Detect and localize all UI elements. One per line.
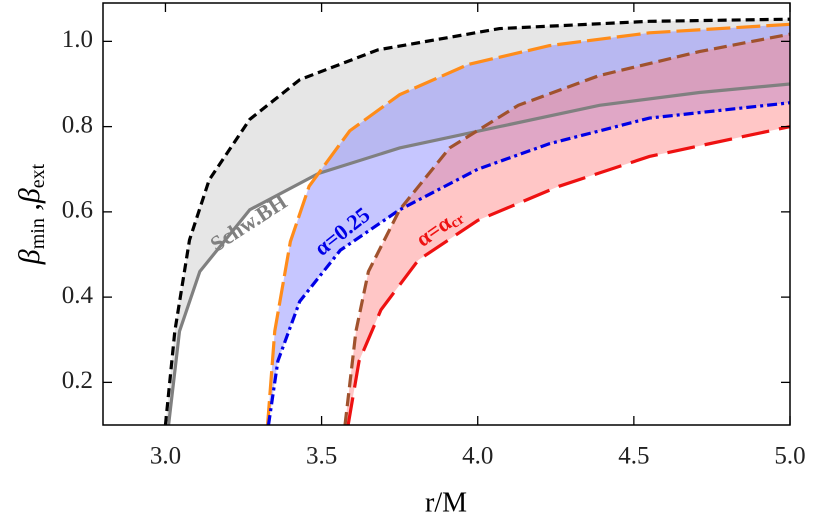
curve	[346, 125, 790, 425]
curve	[266, 101, 790, 425]
y-tick-label: 1.0	[62, 26, 93, 53]
plot-frame	[102, 2, 791, 426]
x-tick-label: 4.5	[618, 443, 649, 470]
curve	[163, 17, 790, 425]
y-label-sub: ext	[27, 163, 49, 188]
y-axis-label: βmin ,βext	[13, 163, 49, 265]
y-label-part: ,β	[13, 188, 46, 218]
x-tick-label: 4.0	[462, 443, 493, 470]
band	[345, 34, 790, 425]
band	[267, 24, 790, 425]
y-tick-label: 0.2	[62, 367, 93, 394]
y-tick-label: 0.4	[62, 282, 94, 309]
x-tick-label: 3.0	[150, 443, 181, 470]
y-tick-label: 0.8	[62, 111, 93, 138]
x-axis-label: r/M	[425, 487, 467, 518]
y-tick-label: 0.6	[62, 197, 93, 224]
curve	[265, 22, 790, 425]
x-tick-label: 3.5	[306, 443, 337, 470]
x-tick-label: 5.0	[774, 443, 805, 470]
y-label-sub: min	[27, 218, 49, 249]
curve	[166, 82, 790, 425]
band	[165, 19, 790, 425]
curve	[343, 32, 790, 425]
y-label-part: β	[13, 249, 46, 265]
